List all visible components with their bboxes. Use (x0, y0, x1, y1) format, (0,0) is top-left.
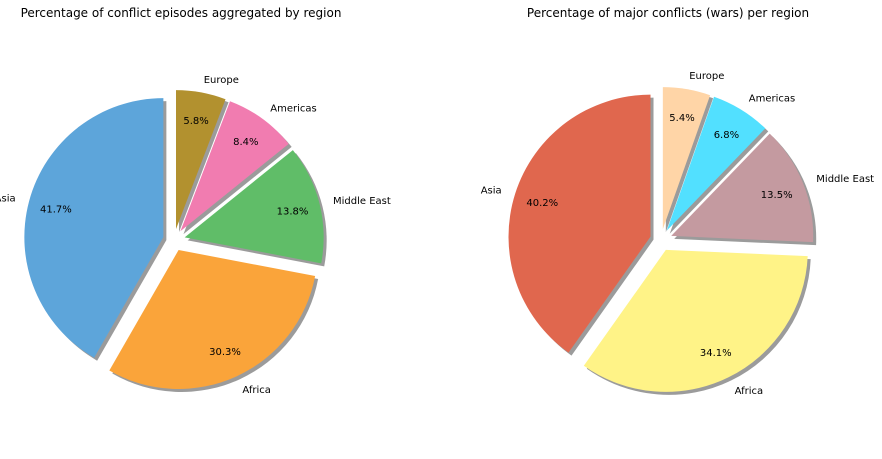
value-label-middle-east: 13.8% (277, 206, 309, 217)
value-label-americas: 6.8% (714, 130, 739, 141)
category-label-asia: Asia (0, 194, 16, 205)
value-label-europe: 5.4% (669, 113, 694, 124)
category-label-middle-east: Middle East (816, 174, 874, 185)
value-label-americas: 8.4% (233, 137, 258, 148)
value-label-europe: 5.8% (183, 116, 208, 127)
category-label-americas: Americas (749, 94, 795, 105)
slice-americas (180, 101, 289, 232)
slice-europe (662, 87, 711, 230)
slice-americas (666, 96, 766, 231)
slice-asia (24, 98, 164, 358)
slice-africa (109, 249, 316, 389)
pie-chart-conflict-episodes: 41.7% Asia 30.3% Africa 13.8% Middle East 8.4%… (0, 75, 391, 396)
category-label-americas: Americas (270, 103, 316, 114)
category-label-middle-east: Middle East (333, 196, 391, 207)
slice-asia (508, 94, 651, 353)
slice-middle-east (671, 133, 814, 243)
category-label-europe: Europe (689, 71, 724, 82)
slice-middle-east (184, 150, 324, 264)
category-label-asia: Asia (481, 185, 502, 196)
pie-chart-major-conflicts: 40.2% Asia 34.1% Africa 13.5% Middle East 6.8%… (481, 71, 874, 397)
value-label-asia: 41.7% (40, 205, 72, 216)
slice-europe (175, 90, 226, 230)
category-label-europe: Europe (204, 75, 239, 86)
chart-title-right: Percentage of major conflicts (wars) per… (527, 6, 809, 20)
chart-title-left: Percentage of conflict episodes aggregat… (21, 6, 342, 20)
value-label-asia: 40.2% (526, 198, 558, 209)
category-label-africa: Africa (735, 386, 764, 397)
slice-africa (583, 249, 808, 392)
value-label-middle-east: 13.5% (761, 190, 793, 201)
value-label-africa: 30.3% (209, 347, 241, 358)
value-label-africa: 34.1% (700, 348, 732, 359)
category-label-africa: Africa (242, 385, 271, 396)
